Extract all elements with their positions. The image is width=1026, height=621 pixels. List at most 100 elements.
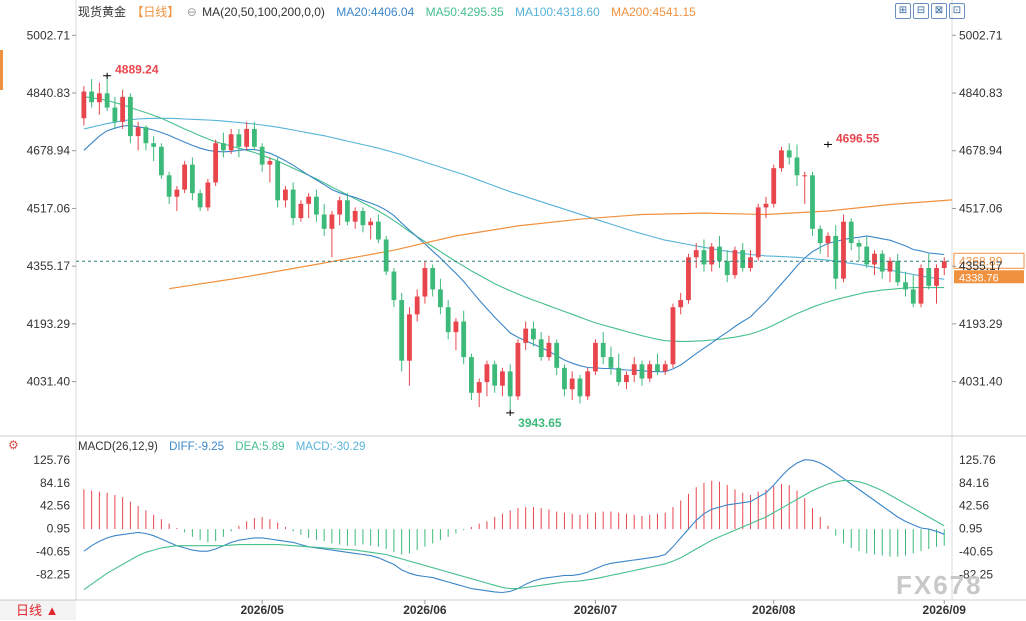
candle (430, 264, 436, 297)
candle (616, 353, 622, 386)
candle-body (166, 175, 172, 197)
candle (81, 86, 87, 126)
ma-params: MA(20,50,100,200,0,0) (202, 5, 325, 19)
candle-body (864, 246, 870, 265)
candle-body (321, 214, 327, 229)
candle (569, 371, 575, 400)
candle-body (647, 364, 653, 379)
candle-body (577, 378, 583, 397)
candle (236, 128, 242, 158)
candle-body (616, 367, 622, 383)
candle-body (755, 207, 761, 258)
period-label[interactable]: 【日线】 (131, 5, 180, 19)
zoom-in-icon[interactable]: ⊞ (895, 3, 911, 19)
time-tick-label: 2026/06 (403, 603, 447, 617)
candle (197, 189, 203, 211)
candle (786, 143, 792, 165)
candle-body (662, 364, 668, 372)
candle (166, 171, 172, 204)
candle (213, 139, 219, 186)
high-annotation: 4696.55 (836, 131, 880, 145)
candle (251, 121, 257, 151)
candle-body (81, 91, 87, 119)
candle (941, 257, 947, 276)
candle (368, 218, 374, 240)
candle (848, 218, 854, 251)
period-selector-button[interactable]: 日线 ▲ (0, 600, 76, 620)
candle (515, 339, 521, 400)
macd-panel: 125.76 125.76 84.16 84.16 42.56 42.56 0.95 0.95… (33, 453, 996, 594)
left-accent (0, 50, 3, 90)
price-tick-label-left: 4678.94 (27, 144, 71, 158)
candle (546, 335, 552, 361)
candle-body (96, 93, 102, 103)
candle-body (732, 250, 738, 276)
macd-tick-label-right: 125.76 (959, 453, 996, 467)
candle-body (438, 289, 443, 308)
candle (259, 143, 265, 172)
time-tick-label: 2026/05 (240, 603, 284, 617)
candle (531, 321, 536, 347)
candle (500, 367, 505, 397)
candle-body (244, 128, 250, 147)
candle-body (941, 261, 947, 268)
candle-body (251, 128, 257, 147)
candle-body (120, 96, 126, 122)
candle (143, 125, 149, 151)
high-annotation: 4889.24 (115, 63, 159, 77)
candle (407, 307, 412, 386)
candle (220, 132, 226, 158)
candle-body (151, 143, 157, 147)
zoom-out-icon[interactable]: ⊟ (913, 3, 929, 19)
candle (352, 207, 358, 229)
macd-tick-label-left: -82.25 (36, 567, 70, 581)
candle-body (391, 271, 397, 301)
macd-settings-icon[interactable]: ⚙ (8, 438, 19, 452)
candle-body (314, 196, 319, 215)
candle (593, 339, 598, 375)
ma20-line (83, 124, 945, 373)
candle (399, 292, 405, 372)
candle-body (461, 321, 467, 358)
candle-body (290, 189, 296, 219)
macd-value: MACD:-30.29 (295, 441, 366, 453)
candle-body (383, 239, 389, 272)
candle (709, 243, 715, 272)
candle (655, 353, 660, 375)
candle-body (910, 289, 916, 304)
candle-body (724, 260, 730, 276)
candle-body (422, 268, 428, 297)
time-tick-label: 2026/08 (752, 603, 796, 617)
candle (158, 143, 164, 179)
candle-body (376, 221, 381, 240)
candle-body (670, 307, 676, 365)
candle-body (600, 342, 606, 358)
fullscreen-icon[interactable]: ⊡ (949, 3, 965, 19)
candle (298, 200, 304, 222)
candle-body (810, 175, 815, 229)
candle (267, 157, 273, 183)
candle (879, 250, 885, 279)
candle (189, 157, 195, 201)
reset-icon[interactable]: ⊠ (931, 3, 947, 19)
candle-body (926, 268, 932, 286)
settings-icon[interactable]: ⊖ (186, 5, 197, 19)
price-tick-label-right: 4678.94 (959, 144, 1003, 158)
candle-body (786, 150, 792, 158)
candle (151, 136, 157, 162)
candle-body (430, 268, 436, 290)
candle-body (205, 182, 211, 208)
candle-body (763, 203, 769, 208)
candle (755, 203, 761, 261)
candle (507, 364, 513, 413)
candle-body (748, 257, 753, 268)
candle (686, 253, 691, 304)
candle-body (236, 134, 242, 147)
candle (779, 146, 784, 172)
candle-body (717, 246, 722, 261)
candle (290, 182, 296, 226)
candle (817, 225, 823, 254)
last-price-tag (953, 252, 1025, 269)
candle-body (345, 200, 350, 222)
